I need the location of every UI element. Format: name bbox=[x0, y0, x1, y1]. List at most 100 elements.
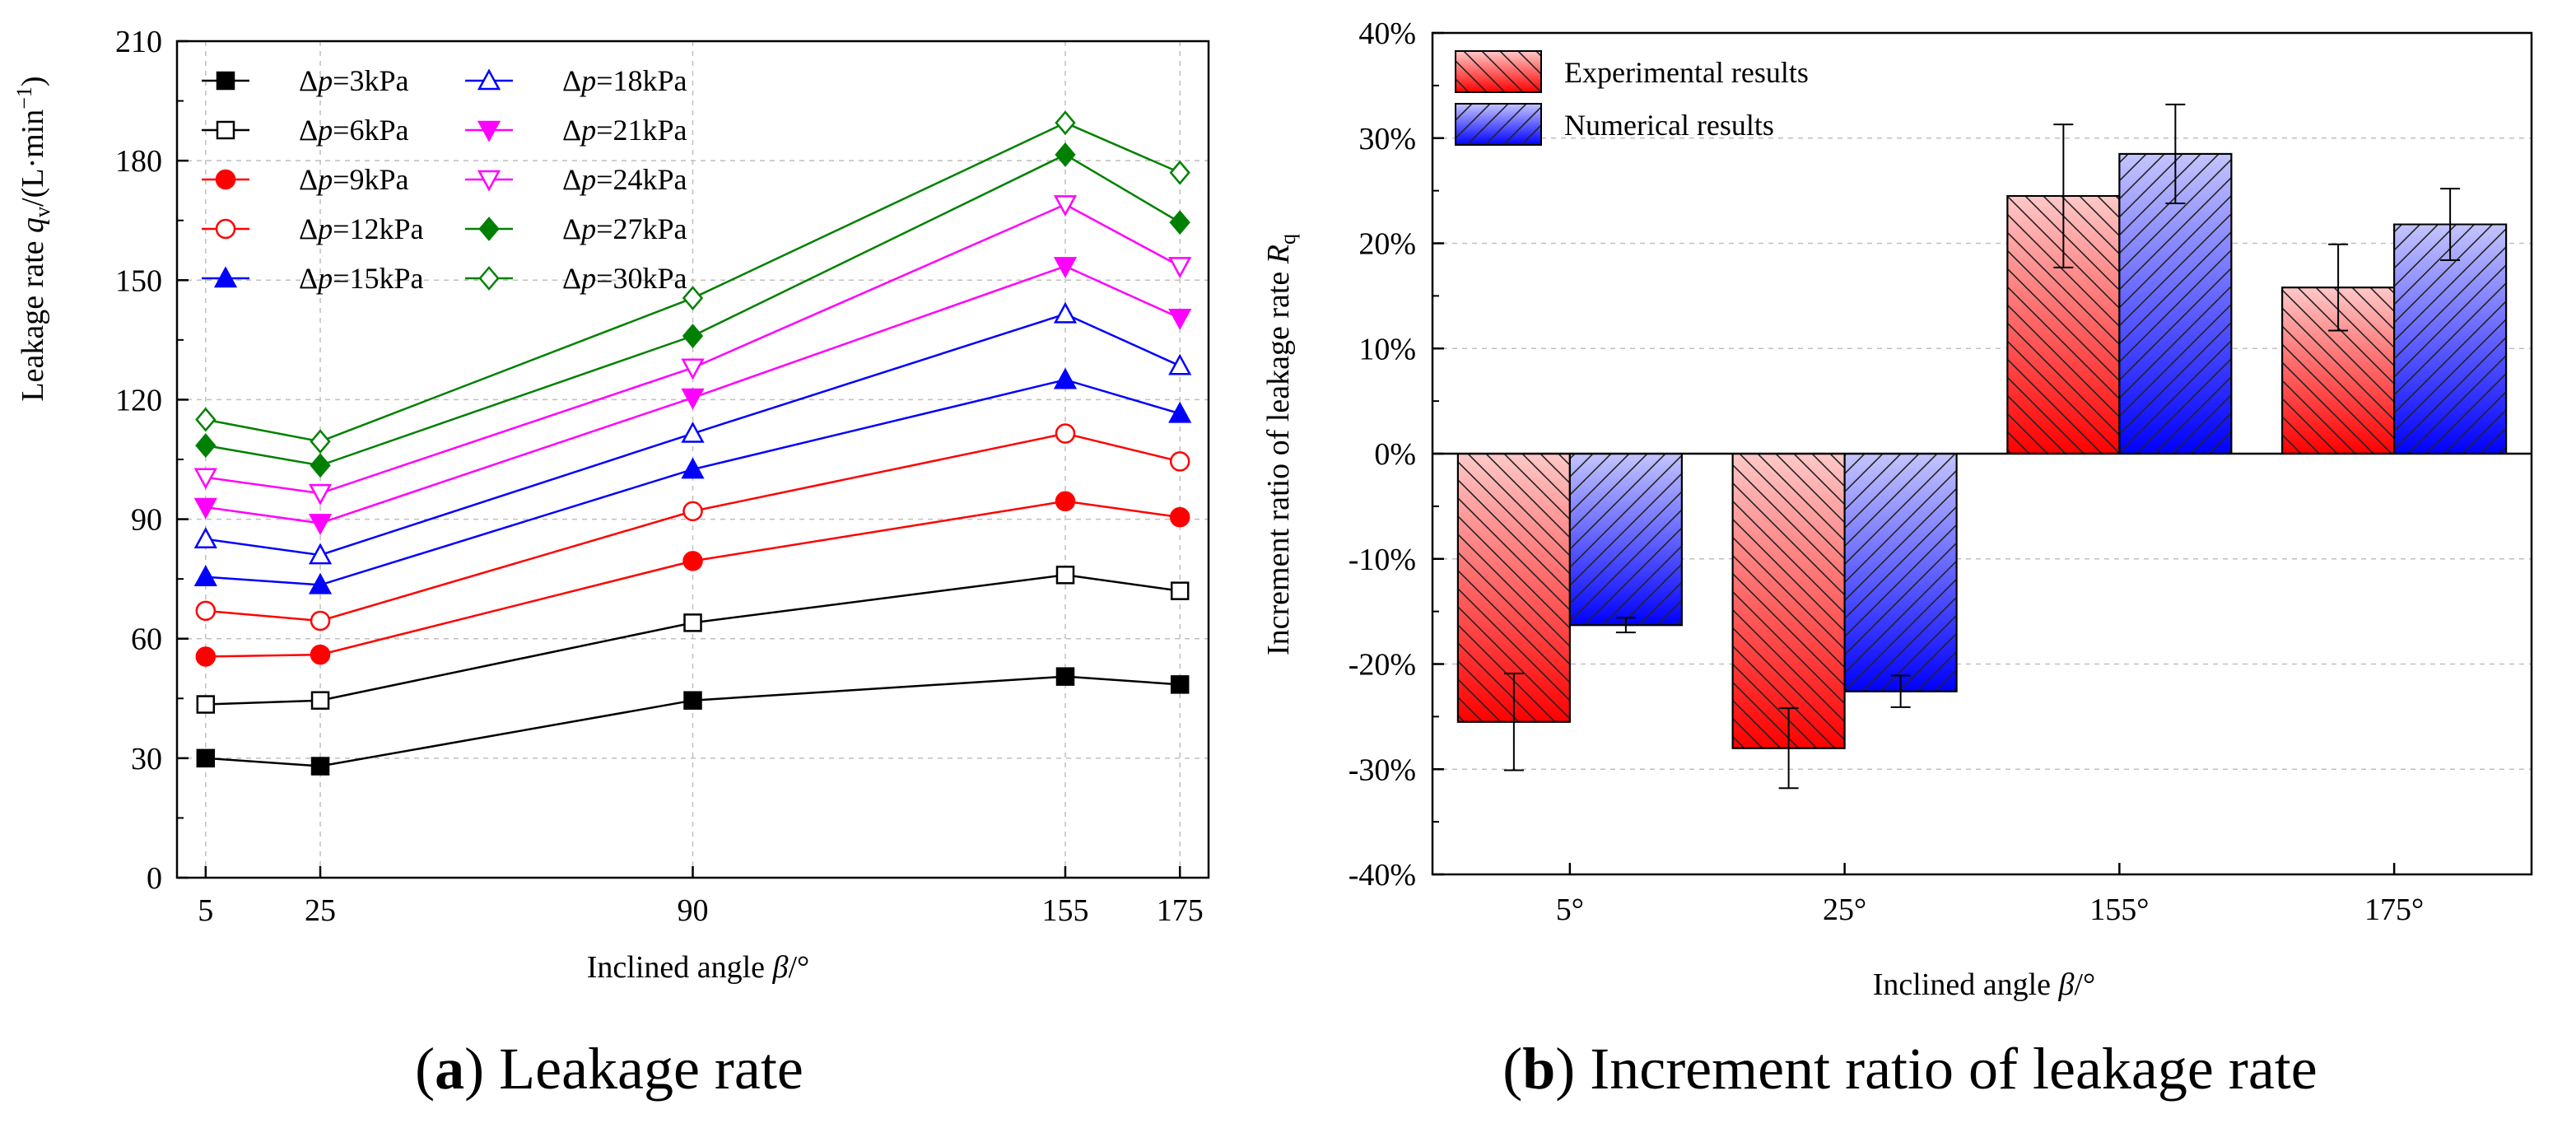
legend-value: =15kPa bbox=[333, 262, 423, 295]
legend-value: =24kPa bbox=[596, 163, 687, 196]
panel-a-legend-label: Δp=15kPa bbox=[299, 262, 423, 295]
legend-delta: Δ bbox=[562, 212, 581, 245]
panel-b: -40% -30% -20% -10% 0% 10% 20% 30% 40% 5° 25° 155° 1… bbox=[1261, 16, 2533, 1102]
legend-value: =18kPa bbox=[596, 64, 687, 97]
panel-a-legend-marker bbox=[477, 120, 501, 142]
panel-a-legend-label: Δp=6kPa bbox=[299, 114, 408, 147]
legend-delta: Δ bbox=[562, 64, 581, 97]
panel-a-data-point bbox=[682, 501, 703, 522]
panel-b-legend: Experimental results Numerical results bbox=[1455, 50, 1809, 146]
legend-value: =6kPa bbox=[333, 114, 408, 147]
panel-a-data-point bbox=[1055, 566, 1075, 585]
legend-variable: p bbox=[579, 64, 596, 97]
panel-a-legend-label: Δp=24kPa bbox=[562, 163, 687, 196]
panel-a-plot-frame bbox=[175, 40, 1210, 879]
panel-a-data-point bbox=[1055, 423, 1076, 444]
panel-b-axes: -40% -30% -20% -10% 0% 10% 20% 30% 40% 5° 25° 155° 1… bbox=[1349, 16, 2533, 927]
panel-b-bar-hatch bbox=[2393, 223, 2508, 454]
panel-a-data-point bbox=[308, 543, 333, 565]
panel-a-legend-marker bbox=[478, 266, 500, 291]
panel-a-data-point bbox=[1168, 308, 1192, 330]
panel-a-y-tick-label: 180 bbox=[115, 144, 162, 179]
panel-a-data-point bbox=[1169, 210, 1190, 235]
legend-variable: p bbox=[579, 163, 596, 196]
legend-delta: Δ bbox=[299, 163, 318, 196]
panel-a-data-point bbox=[308, 514, 333, 536]
panel-a-x-tick-label: 90 bbox=[678, 893, 709, 928]
panel-a-data-point bbox=[681, 457, 705, 479]
panel-a-data-point bbox=[1170, 675, 1190, 694]
panel-a-data-point bbox=[1168, 401, 1192, 423]
panel-a-data-point bbox=[193, 497, 217, 520]
panel-a-x-axis-label: Inclined angle β/° bbox=[587, 950, 810, 985]
panel-a-data-point bbox=[681, 358, 705, 380]
panel-a-y-axis-label: Leakage rate qv/(L·min−1) bbox=[12, 76, 54, 401]
panel-a-legend-label: Δp=12kPa bbox=[299, 212, 423, 245]
legend-variable: p bbox=[315, 212, 333, 245]
panel-a-data-point bbox=[195, 646, 217, 667]
panel-a-data-point bbox=[1055, 667, 1075, 686]
panel-b-x-tick-label: 5° bbox=[1556, 893, 1584, 927]
panel-a-legend-label: Δp=18kPa bbox=[562, 64, 687, 97]
panel-a-data-point bbox=[308, 572, 333, 594]
legend-delta: Δ bbox=[299, 64, 318, 97]
legend-delta: Δ bbox=[299, 114, 318, 147]
legend-variable: p bbox=[579, 114, 596, 147]
panel-a-data-point bbox=[1170, 581, 1190, 600]
panel-b-y-axis-label: Increment ratio of leakage rate Rq bbox=[1261, 234, 1300, 655]
panel-b-bar-hatch bbox=[1731, 453, 1846, 749]
panel-b-caption: (b) Increment ratio of leakage rate bbox=[1502, 1036, 2317, 1102]
panel-a-y-tick-label: 120 bbox=[115, 383, 162, 417]
panel-b-y-tick-label: 30% bbox=[1358, 122, 1416, 156]
panel-a-x-tick-label: 25 bbox=[305, 893, 336, 928]
panel-a-legend-marker bbox=[215, 169, 236, 190]
panel-a-data-point bbox=[1168, 257, 1192, 278]
legend-variable: p bbox=[315, 114, 333, 147]
panel-b-plot-frame bbox=[1431, 31, 2533, 876]
panel-a-data-point bbox=[1169, 451, 1190, 472]
panel-a-y-tick-label: 0 bbox=[147, 861, 162, 896]
panel-a-data-point bbox=[1053, 195, 1078, 217]
panel-a-data-point bbox=[1055, 110, 1076, 136]
legend-value: =21kPa bbox=[596, 114, 687, 147]
panel-a-data-point bbox=[1169, 506, 1190, 528]
panel-b-legend-swatch-hatch bbox=[1455, 50, 1542, 93]
panel-a-data-point bbox=[195, 407, 217, 432]
panel-a-legend-label: Δp=21kPa bbox=[562, 114, 687, 147]
panel-a-legend-marker bbox=[216, 71, 235, 91]
panel-a-axes: 0 30 60 90 120 150 180 210 5 25 90 155 175 bbox=[115, 25, 1210, 928]
panel-a-data-point bbox=[1053, 301, 1078, 324]
panel-a-data-point bbox=[196, 748, 216, 768]
panel-b-y-tick-label: -30% bbox=[1349, 753, 1416, 787]
panel-a-legend-marker bbox=[478, 217, 500, 241]
panel-a-legend-label: Δp=3kPa bbox=[299, 64, 408, 97]
panel-a-legend: Δp=3kPaΔp=6kPaΔp=9kPaΔp=12kPaΔp=15kPaΔp=… bbox=[202, 64, 687, 295]
panel-a-data-point bbox=[195, 433, 217, 459]
panel-a-y-tick-label: 90 bbox=[131, 503, 162, 538]
panel-a-data-point bbox=[1055, 491, 1076, 512]
panel-a-data-point bbox=[196, 695, 216, 714]
panel-a-data-point bbox=[193, 468, 217, 490]
panel-a-data-point bbox=[308, 483, 333, 506]
panel-a-legend-marker bbox=[213, 266, 238, 288]
panel-b-y-tick-label: -20% bbox=[1349, 648, 1416, 683]
panel-a-y-tick-label: 30 bbox=[131, 742, 162, 776]
panel-a-x-tick-label: 155 bbox=[1041, 893, 1088, 928]
panel-a-data-point bbox=[310, 610, 331, 632]
panel-a-data-point bbox=[682, 324, 704, 348]
legend-delta: Δ bbox=[562, 114, 581, 147]
panel-a-legend-marker bbox=[477, 170, 501, 192]
panel-a-data-point bbox=[310, 691, 330, 710]
panel-b-x-axis-label: Inclined angle β/° bbox=[1873, 967, 2096, 1002]
legend-variable: p bbox=[315, 163, 333, 196]
panel-a-data-point bbox=[681, 388, 705, 410]
panel-b-bars bbox=[1456, 103, 2508, 790]
panel-b-x-tick-label: 155° bbox=[2089, 893, 2149, 927]
legend-value: =30kPa bbox=[596, 262, 687, 295]
panel-a-data-point bbox=[1168, 353, 1192, 375]
panel-a-caption: (a) Leakage rate bbox=[415, 1036, 804, 1102]
panel-a-y-tick-label: 60 bbox=[131, 622, 162, 657]
panel-a-x-tick-label: 175 bbox=[1157, 893, 1204, 928]
